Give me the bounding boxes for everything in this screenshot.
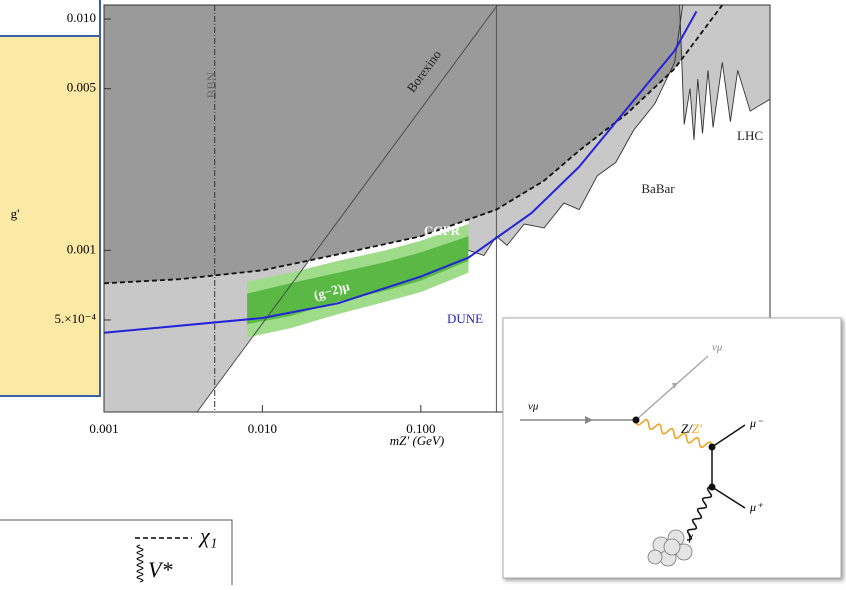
- y-tick-label: 0.010: [67, 10, 96, 25]
- x-axis-label: mZ′ (GeV): [390, 433, 444, 448]
- lower-box: [0, 520, 232, 585]
- series-label: BBN: [204, 71, 219, 98]
- boson-alt-text: Z′: [692, 421, 702, 436]
- mediator-label: V*: [148, 557, 172, 582]
- y-tick-label: 5.×10⁻⁴: [55, 311, 97, 326]
- screenshot: BorexinoBBNBaBarCCFRLHC(g−2)μDUNE0.0010.…: [0, 0, 846, 585]
- boson-label: Z/Z′: [681, 421, 702, 436]
- vertex: [709, 444, 716, 451]
- y-tick-label: 0.005: [67, 80, 96, 95]
- nu-in-label: νμ: [528, 401, 539, 413]
- series-label: DUNE: [447, 311, 483, 326]
- y-axis-label: g': [11, 206, 20, 221]
- chi-label: χ₁: [198, 523, 217, 548]
- series-label: CCFR: [424, 223, 461, 238]
- series-label: BaBar: [641, 181, 675, 196]
- x-tick-label: 0.010: [248, 421, 277, 436]
- vertex: [633, 417, 640, 424]
- x-tick-label: 0.001: [89, 421, 118, 436]
- photon-label: γ: [688, 529, 693, 543]
- mu-minus-label: μ⁻: [749, 416, 764, 430]
- nu-out-label: νμ: [712, 342, 723, 354]
- mu-plus-label: μ⁺: [749, 500, 764, 514]
- series-label: LHC: [737, 128, 763, 143]
- vertex: [709, 484, 716, 491]
- y-tick-label: 0.001: [67, 241, 96, 256]
